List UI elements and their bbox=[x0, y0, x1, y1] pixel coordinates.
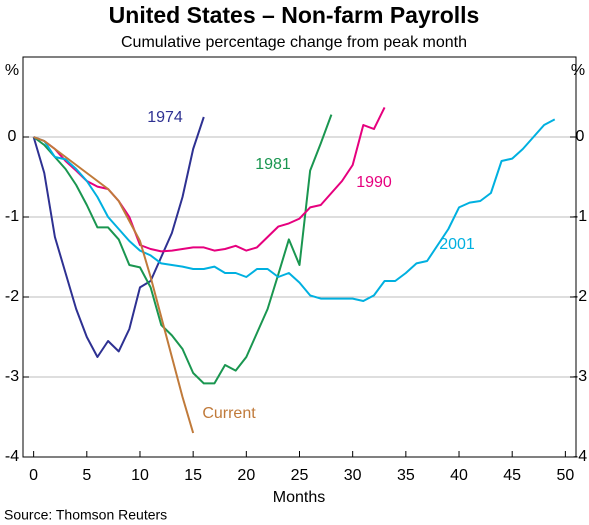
x-tick-label: 20 bbox=[237, 467, 255, 484]
series-label: 1990 bbox=[356, 174, 392, 191]
x-tick-label: 35 bbox=[397, 467, 415, 484]
series-label: 1981 bbox=[255, 156, 291, 173]
y-unit: % bbox=[571, 62, 585, 79]
y-tick-label: -4 bbox=[5, 448, 19, 465]
y-tick-label: -3 bbox=[573, 368, 587, 385]
x-tick-label: 10 bbox=[131, 467, 149, 484]
x-tick-label: 30 bbox=[344, 467, 362, 484]
x-tick-label: 25 bbox=[291, 467, 309, 484]
chart-title: United States – Non-farm Payrolls bbox=[109, 2, 480, 28]
y-tick-label: -2 bbox=[5, 288, 19, 305]
series-line bbox=[33, 114, 333, 385]
x-tick-label: 40 bbox=[450, 467, 468, 484]
chart-subtitle: Cumulative percentage change from peak m… bbox=[121, 34, 467, 51]
source: Source: Thomson Reuters bbox=[4, 507, 167, 523]
x-axis-label: Months bbox=[273, 489, 325, 506]
series-line bbox=[32, 116, 205, 358]
x-tick-label: 5 bbox=[82, 467, 91, 484]
y-tick-label: 0 bbox=[576, 128, 585, 145]
y-unit: % bbox=[5, 62, 19, 79]
x-tick-label: 15 bbox=[184, 467, 202, 484]
series-label: 1974 bbox=[147, 109, 183, 126]
x-tick-label: 50 bbox=[556, 467, 574, 484]
series-line bbox=[33, 106, 386, 253]
series-line bbox=[33, 136, 195, 434]
y-tick-label: -1 bbox=[5, 208, 19, 225]
plot-frame bbox=[22, 56, 577, 458]
series-label: 2001 bbox=[439, 236, 475, 253]
series-label: Current bbox=[202, 405, 256, 422]
x-tick-label: 0 bbox=[29, 467, 38, 484]
x-tick-label: 45 bbox=[503, 467, 521, 484]
y-tick-label: -2 bbox=[573, 288, 587, 305]
y-tick-label: 0 bbox=[8, 128, 17, 145]
series-line bbox=[33, 118, 556, 302]
y-tick-label: -3 bbox=[5, 368, 19, 385]
y-tick-label: -1 bbox=[573, 208, 587, 225]
